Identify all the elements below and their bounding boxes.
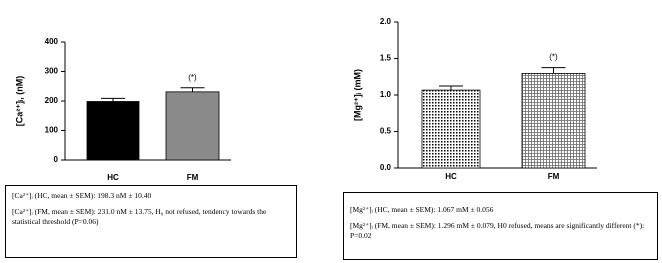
y-tick-label: 0.0 xyxy=(380,163,392,172)
y-tick-label: 100 xyxy=(45,126,59,135)
y-tick-label: 0 xyxy=(54,155,59,164)
y-axis-label: [Mg²⁺]ᵢ (mM) xyxy=(352,69,362,121)
bar xyxy=(421,89,481,169)
y-tick-label: 400 xyxy=(45,37,59,46)
note-box: [Mg²⁺]ᵢ (HC, mean ± SEM): 1.067 mM ± 0.0… xyxy=(343,192,658,260)
note-box: [Ca²⁺]ᵢ (HC, mean ± SEM): 198.3 nM ± 10.… xyxy=(5,185,297,258)
y-tick-label: 300 xyxy=(45,67,59,76)
y-tick-label: 0.5 xyxy=(380,127,392,136)
annotation: (*) xyxy=(549,53,558,62)
note-line: [Mg²⁺]ᵢ (FM, mean ± SEM): 1.296 mM ± 0.0… xyxy=(350,220,645,240)
y-tick-label: 1.0 xyxy=(380,90,392,99)
y-tick-label: 2.0 xyxy=(380,17,392,26)
bar xyxy=(165,91,220,161)
y-tick-label: 1.5 xyxy=(380,54,392,63)
note-line: [Ca²⁺]ᵢ (FM, mean ± SEM): 231.0 nM ± 13.… xyxy=(12,206,267,226)
annotation: (*) xyxy=(188,73,197,82)
note-line: [Mg²⁺]ᵢ (HC, mean ± SEM): 1.067 mM ± 0.0… xyxy=(350,205,494,214)
x-tick-label: FM xyxy=(187,173,199,182)
x-tick-label: HC xyxy=(107,173,119,182)
bar xyxy=(86,101,140,161)
y-axis-label: [Ca²⁺]ᵢ, (nM) xyxy=(14,76,24,127)
bar xyxy=(521,72,586,169)
x-tick-label: HC xyxy=(445,172,457,181)
note-line: [Ca²⁺]ᵢ (HC, mean ± SEM): 198.3 nM ± 10.… xyxy=(12,191,152,200)
y-tick-label: 200 xyxy=(45,96,59,105)
x-tick-label: FM xyxy=(548,172,560,181)
